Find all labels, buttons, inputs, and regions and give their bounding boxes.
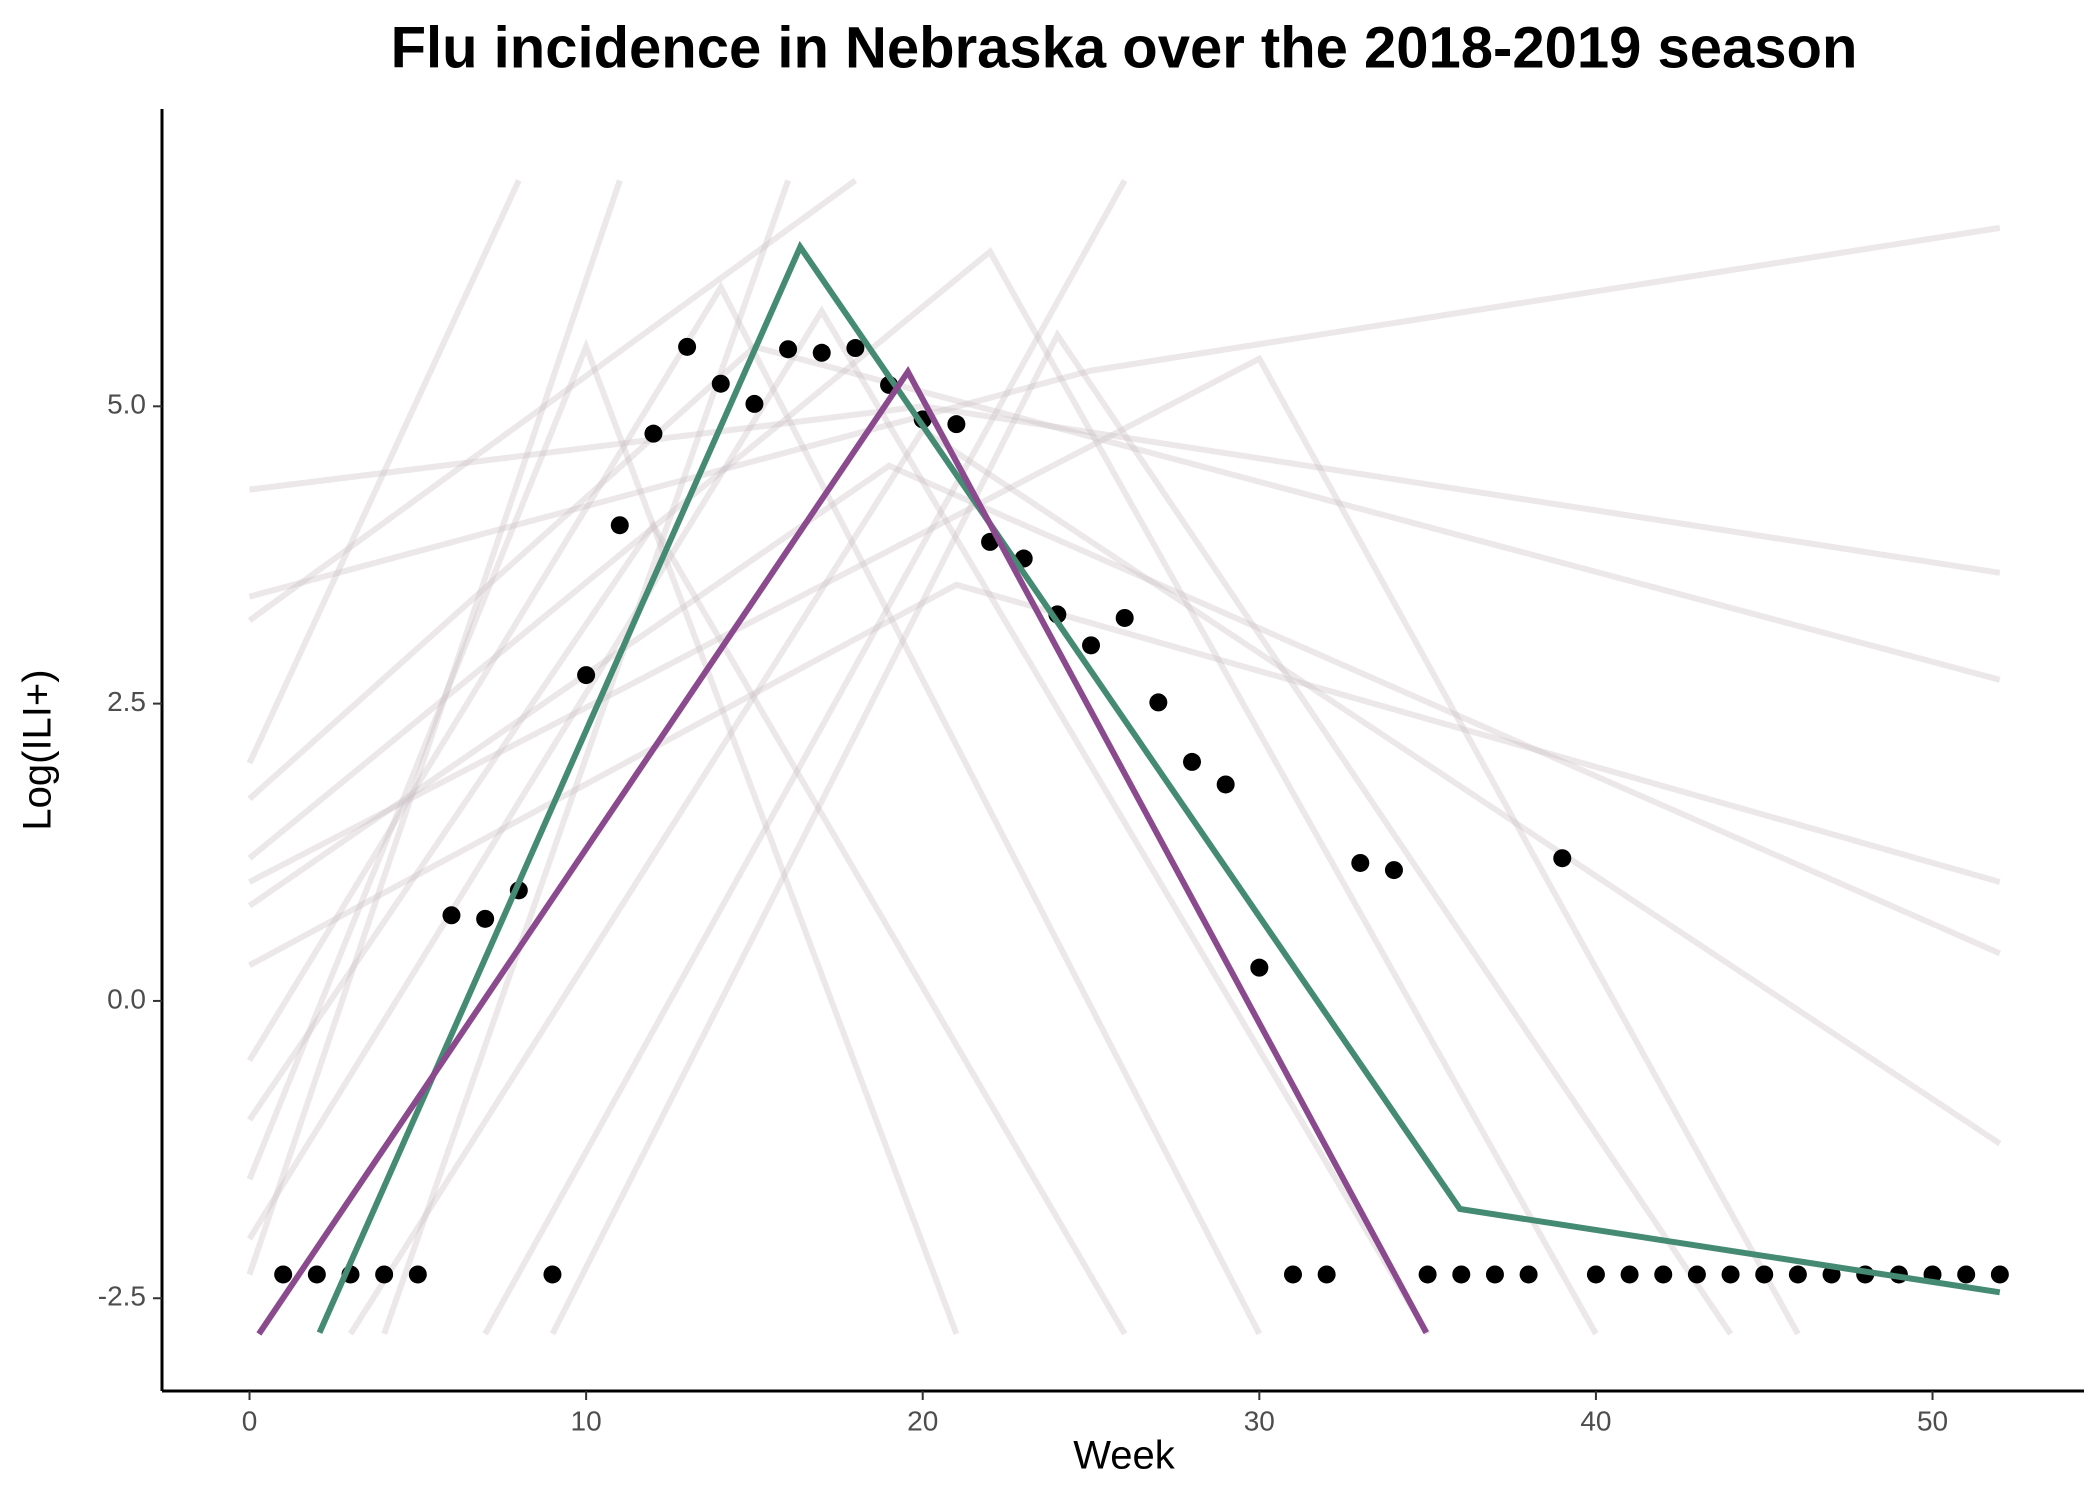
series-line [316, 240, 2001, 1334]
sample-line [247, 177, 858, 623]
data-point [610, 516, 629, 535]
data-point [307, 1265, 326, 1284]
data-point [1519, 1265, 1538, 1284]
x-tick-label: 50 [1917, 1405, 1948, 1436]
sample-line [248, 224, 2001, 600]
sample-line [246, 281, 1262, 1336]
data-point [1485, 1265, 1504, 1284]
data-point [1755, 1265, 1774, 1284]
sample-line [247, 462, 2002, 957]
data-point [274, 1265, 293, 1284]
sample-line [549, 329, 1734, 1336]
sample-line [381, 179, 791, 1335]
data-point [1250, 958, 1269, 977]
series-line [256, 366, 1429, 1336]
data-point [1351, 853, 1370, 872]
data-point [1721, 1265, 1740, 1284]
sample-line [482, 178, 1128, 1336]
y-tick-label: 0.0 [107, 983, 146, 1014]
x-tick-label: 30 [1244, 1405, 1275, 1436]
data-point [1620, 1265, 1639, 1284]
x-axis-title: Week [1073, 1434, 1176, 1478]
y-tick-label: 2.5 [107, 686, 146, 717]
data-point [1586, 1265, 1605, 1284]
data-point [947, 415, 966, 434]
data-point [1654, 1265, 1673, 1284]
y-tick-label: 5.0 [107, 389, 146, 420]
sample-line [247, 519, 1128, 1336]
sample-line [347, 425, 2002, 1336]
plot-area [246, 177, 2009, 1336]
sample-line [246, 179, 623, 1276]
data-point [711, 374, 730, 393]
x-tick-label: 20 [907, 1405, 938, 1436]
x-tick-label: 0 [242, 1405, 258, 1436]
data-point [1452, 1265, 1471, 1284]
sample-line [247, 247, 1599, 1336]
data-point [846, 339, 865, 358]
data-point [408, 1265, 427, 1284]
data-point [1788, 1265, 1807, 1284]
data-point [1216, 775, 1235, 794]
sample-line [246, 338, 960, 1335]
data-point [779, 340, 798, 359]
data-point [1115, 608, 1134, 627]
data-point [644, 424, 663, 443]
chart-title: Flu incidence in Nebraska over the 2018-… [391, 15, 1858, 80]
data-point [375, 1265, 394, 1284]
data-point [1283, 1265, 1302, 1284]
data-point [442, 906, 461, 925]
data-point [1149, 693, 1168, 712]
x-tick-label: 10 [571, 1405, 602, 1436]
sample-line [248, 354, 1801, 1336]
sample-line [246, 305, 1431, 1336]
y-tick-label: -2.5 [98, 1281, 146, 1312]
data-point [1687, 1265, 1706, 1284]
y-axis-title: Log(ILI+) [16, 669, 60, 830]
data-point [543, 1265, 562, 1284]
sample-line [248, 581, 2001, 968]
data-point [1990, 1265, 2009, 1284]
data-point [1418, 1265, 1437, 1284]
data-point [1317, 1265, 1336, 1284]
sample-line [246, 179, 522, 765]
data-point [1384, 861, 1403, 880]
data-point [476, 909, 495, 928]
sample-line [249, 403, 2001, 576]
data-point [812, 343, 831, 362]
data-point [1957, 1265, 1976, 1284]
data-point [577, 666, 596, 685]
data-point [1082, 636, 1101, 655]
data-point [1553, 849, 1572, 868]
x-tick-label: 40 [1580, 1405, 1611, 1436]
data-point [678, 337, 697, 356]
data-point [1183, 752, 1202, 771]
data-point [745, 394, 764, 413]
